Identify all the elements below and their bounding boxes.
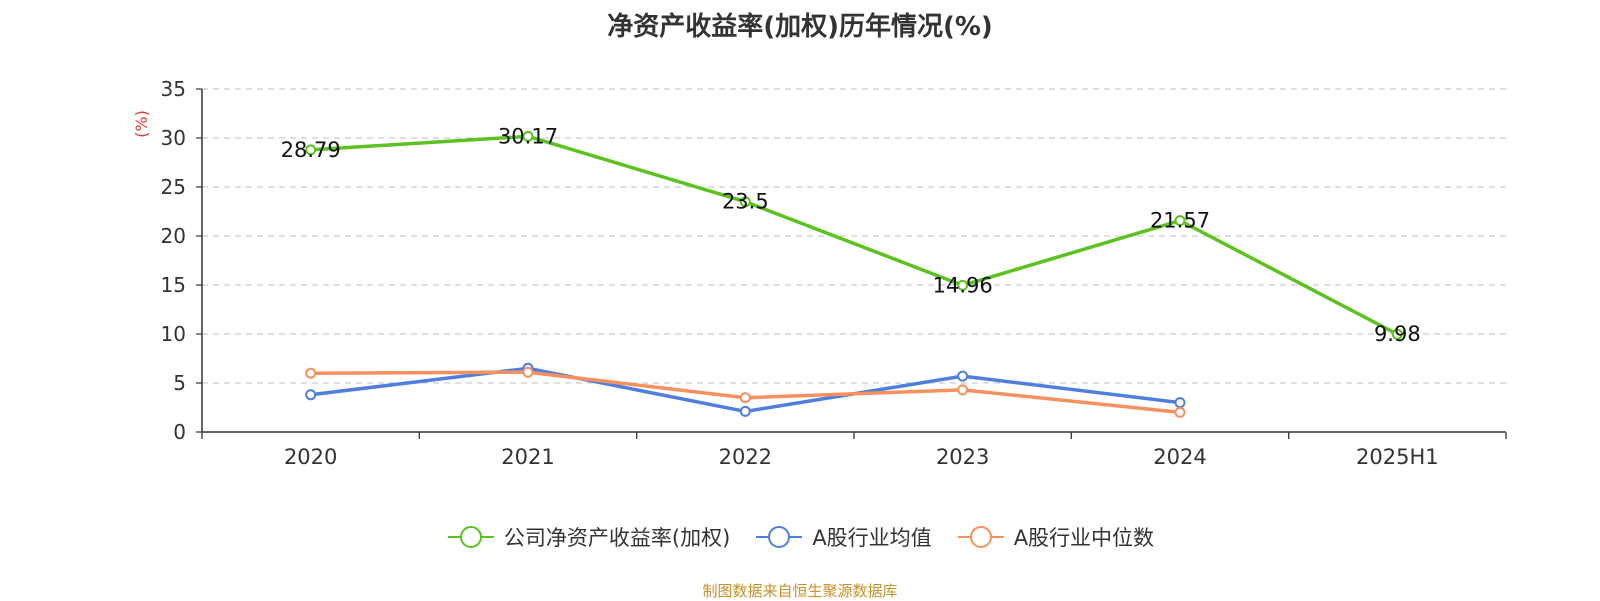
data-point [957, 384, 969, 396]
legend-swatch-icon [756, 526, 803, 548]
legend-item[interactable]: 公司净资产收益率(加权) [446, 522, 730, 552]
data-point [957, 279, 969, 291]
data-point [305, 367, 317, 379]
x-tick-label: 2022 [719, 445, 772, 469]
data-point [1391, 328, 1403, 340]
data-label: 30.17 [498, 124, 558, 148]
x-tick-label: 2024 [1153, 445, 1206, 469]
data-point [1174, 397, 1186, 409]
data-label: 23.5 [722, 190, 769, 214]
data-point [305, 144, 317, 156]
chart-legend: 公司净资产收益率(加权) A股行业均值 A股行业中位数 [0, 522, 1600, 552]
data-point [739, 196, 751, 208]
data-point [739, 392, 751, 404]
legend-label: A股行业中位数 [1013, 526, 1155, 550]
data-label: 14.96 [933, 273, 993, 297]
data-point [522, 366, 534, 378]
data-point [1174, 215, 1186, 227]
series-line [310, 366, 1181, 414]
data-label: 21.57 [1150, 209, 1210, 233]
data-labels: 28.79 30.17 23.5 14.96 21.57 9.98 [281, 124, 1421, 346]
legend-label: A股行业均值 [812, 526, 932, 550]
data-label: 9.98 [1374, 322, 1421, 346]
chart-title: 净资产收益率(加权)历年情况(%) [607, 12, 993, 42]
data-point [739, 405, 751, 417]
y-tick-label: 20 [161, 224, 186, 248]
grid-lines [202, 88, 1506, 384]
y-axis-label: (%) [132, 110, 151, 138]
legend-label: 公司净资产收益率(加权) [503, 526, 731, 550]
data-point [957, 370, 969, 382]
series-group [305, 130, 1403, 418]
y-tick-label: 35 [161, 77, 186, 101]
x-tick-label: 2025H1 [1356, 445, 1439, 469]
axes: 0 5 10 15 20 25 30 35 (%) 2020 2021 2022 2023 2024 202… [132, 77, 1507, 469]
y-tick-label: 15 [161, 273, 186, 297]
legend-item[interactable]: A股行业中位数 [956, 522, 1154, 552]
x-tick-label: 2020 [284, 445, 337, 469]
x-tick-label: 2023 [936, 445, 989, 469]
data-point [305, 389, 317, 401]
y-tick-label: 30 [161, 126, 186, 150]
series-line [310, 134, 1399, 336]
data-point [522, 130, 534, 142]
legend-item[interactable]: A股行业均值 [754, 522, 932, 552]
source-note: 制图数据来自恒生聚源数据库 [702, 582, 898, 600]
x-tick-label: 2021 [501, 445, 554, 469]
y-tick-label: 0 [173, 420, 186, 444]
legend-swatch-marker [459, 526, 482, 548]
y-tick-label: 25 [161, 175, 186, 199]
legend-swatch-icon [447, 526, 494, 548]
legend-swatch-marker [768, 526, 791, 548]
y-tick-label: 5 [173, 371, 186, 395]
legend-swatch-icon [957, 526, 1004, 548]
data-label: 28.79 [281, 138, 341, 162]
data-point [1174, 406, 1186, 418]
chart-plot: 0 5 10 15 20 25 30 35 (%) 2020 2021 2022 2023 2024 202… [132, 77, 1507, 469]
y-tick-label: 10 [161, 322, 186, 346]
legend-swatch-marker [969, 526, 992, 548]
